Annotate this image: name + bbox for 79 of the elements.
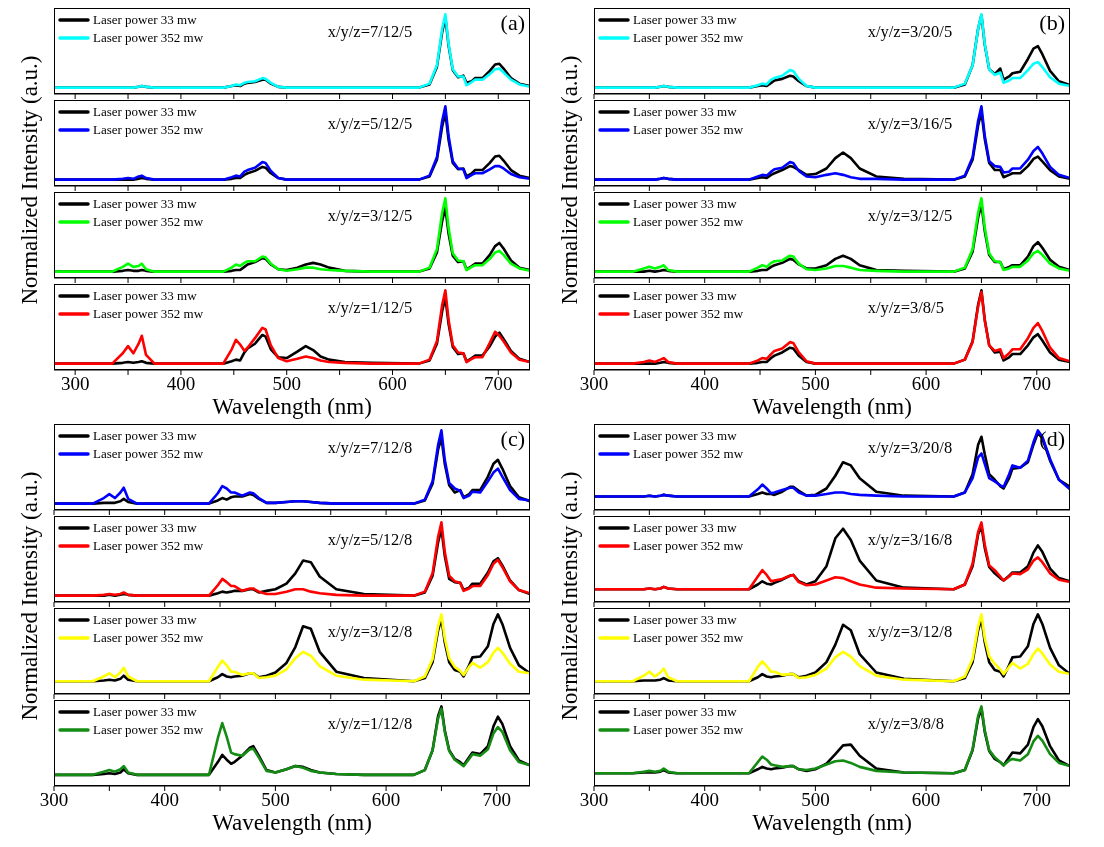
annotation: x/y/z=3/16/8 [867,530,953,550]
legend-label: Laser power 33 mw [633,11,737,29]
x-tick-label: 500 [801,789,830,811]
legend-label: Laser power 352 mw [93,629,204,647]
legend-label: Laser power 33 mw [93,427,197,445]
annotation: x/y/z=3/8/5 [867,298,944,318]
x-axis-title: Wavelength (nm) [211,394,373,420]
x-axis-title: Wavelength (nm) [751,394,913,420]
legend-label: Laser power 33 mw [633,103,737,121]
annotation: x/y/z=3/20/5 [867,22,953,42]
y-axis-title: Normalized Intensity (a.u.) [557,471,583,721]
annotation: x/y/z=3/12/5 [327,206,413,226]
x-tick-label: 400 [166,373,196,395]
x-tick-label: 500 [261,789,290,811]
legend-label: Laser power 352 mw [633,213,744,231]
x-axis-title: Wavelength (nm) [211,810,373,836]
legend-label: Laser power 352 mw [93,537,204,555]
x-tick-label: 600 [911,789,941,811]
x-tick-label: 600 [911,373,941,395]
x-axis-title: Wavelength (nm) [751,810,913,836]
annotation: x/y/z=3/12/5 [867,206,953,226]
legend-label: Laser power 352 mw [633,537,744,555]
annotation: x/y/z=7/12/8 [327,438,413,458]
chart-title: (a) [500,10,525,36]
legend-label: Laser power 352 mw [633,629,744,647]
x-tick-label: 300 [39,789,69,811]
annotation: x/y/z=7/12/5 [327,22,413,42]
legend-label: Laser power 33 mw [633,611,737,629]
x-tick-label: 500 [272,373,301,395]
annotation: x/y/z=3/20/8 [867,438,953,458]
legend-label: Laser power 33 mw [93,519,197,537]
x-tick-label: 500 [801,373,830,395]
annotation: x/y/z=1/12/8 [327,714,413,734]
legend-label: Laser power 33 mw [93,287,197,305]
annotation: x/y/z=3/16/5 [867,114,953,134]
x-tick-label: 400 [690,789,719,811]
annotation: x/y/z=3/8/8 [867,714,944,734]
legend-label: Laser power 352 mw [93,305,204,323]
legend-label: Laser power 352 mw [93,721,204,739]
chart-title: (c) [500,426,525,452]
legend-label: Laser power 352 mw [633,305,744,323]
chart-title: (b) [1039,10,1065,36]
legend-label: Laser power 33 mw [633,287,737,305]
legend-label: Laser power 352 mw [93,121,204,139]
x-tick-label: 700 [484,373,513,395]
legend-label: Laser power 33 mw [93,103,197,121]
annotation: x/y/z=5/12/8 [327,530,413,550]
legend-label: Laser power 33 mw [93,703,197,721]
legend-label: Laser power 352 mw [93,445,204,463]
x-tick-label: 300 [579,373,609,395]
legend-label: Laser power 33 mw [93,195,197,213]
legend-label: Laser power 352 mw [633,445,744,463]
legend-label: Laser power 33 mw [633,195,737,213]
legend-label: Laser power 33 mw [633,703,737,721]
legend-label: Laser power 352 mw [633,29,744,47]
legend-label: Laser power 352 mw [93,213,204,231]
x-tick-label: 400 [150,789,179,811]
x-tick-label: 300 [60,373,90,395]
legend-label: Laser power 352 mw [633,121,744,139]
x-tick-label: 300 [579,789,609,811]
annotation: x/y/z=3/12/8 [867,622,953,642]
x-tick-label: 400 [690,373,719,395]
x-tick-label: 700 [482,789,512,811]
annotation: x/y/z=3/12/8 [327,622,413,642]
legend-label: Laser power 33 mw [633,427,737,445]
legend-label: Laser power 33 mw [93,611,197,629]
y-axis-title: Normalized Intensity (a.u.) [17,55,43,305]
annotation: x/y/z=5/12/5 [327,114,413,134]
x-tick-label: 600 [371,789,401,811]
legend-label: Laser power 352 mw [633,721,744,739]
annotation: x/y/z=1/12/5 [327,298,413,318]
x-tick-label: 700 [1022,789,1052,811]
legend-label: Laser power 352 mw [93,29,204,47]
legend-label: Laser power 33 mw [633,519,737,537]
y-axis-title: Normalized Intensity (a.u.) [17,471,43,721]
x-tick-label: 700 [1022,373,1052,395]
legend-label: Laser power 33 mw [93,11,197,29]
y-axis-title: Normalized Intensity (a.u.) [557,55,583,305]
x-tick-label: 600 [378,373,407,395]
